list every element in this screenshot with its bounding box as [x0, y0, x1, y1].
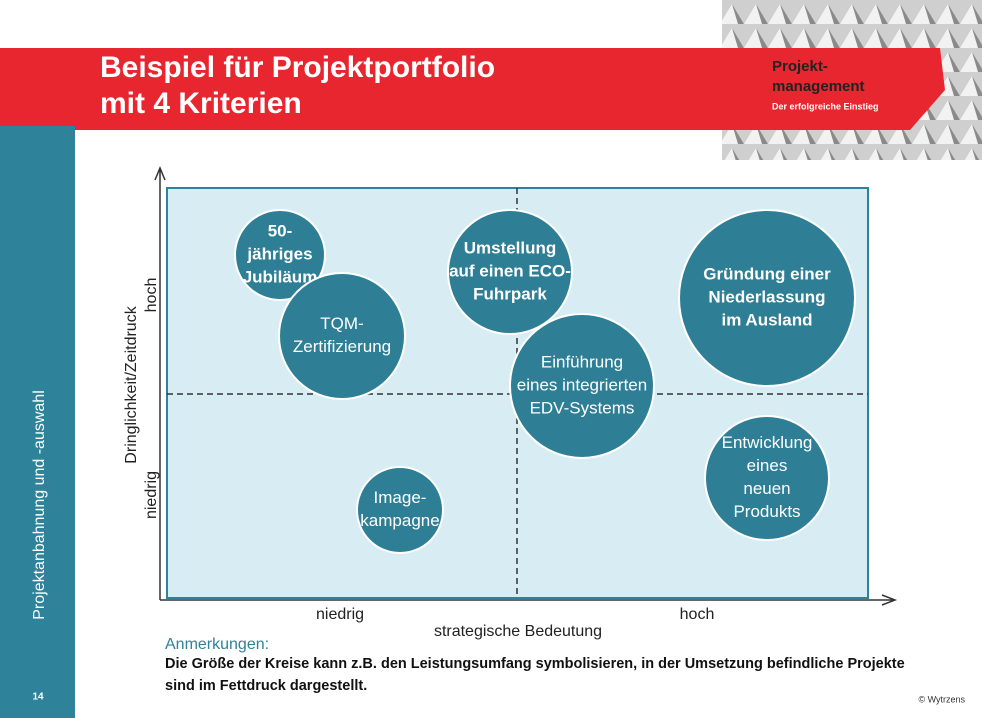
- node-label: Zertifizierung: [293, 337, 391, 356]
- node-label: im Ausland: [722, 310, 813, 329]
- x-axis-low: niedrig: [316, 606, 364, 623]
- y-axis-high: hoch: [143, 278, 160, 313]
- y-axis: [154, 166, 166, 600]
- y-axis-label: Dringlichkeit/Zeitdruck: [123, 305, 140, 463]
- node-circle: [704, 415, 830, 541]
- node-label: Entwicklung: [722, 433, 813, 452]
- node-label: TQM-: [320, 314, 363, 333]
- title: mit 4 Kriterien: [100, 87, 302, 120]
- node-label: eines: [747, 456, 788, 475]
- node-circle: [509, 313, 655, 459]
- node-label: kampagne: [360, 511, 439, 530]
- node-label: Gründung einer: [703, 264, 831, 283]
- notes-line: Die Größe der Kreise kann z.B. den Leist…: [165, 656, 905, 672]
- notes-heading: Anmerkungen:: [165, 636, 269, 653]
- title-banner: [0, 48, 945, 130]
- copyright: © Wytrzens: [918, 694, 965, 704]
- sidebar: [0, 126, 75, 718]
- node-label: Jubiläum: [243, 267, 318, 286]
- node-label: Image-: [374, 488, 427, 507]
- node-circle: [447, 209, 573, 335]
- page-number: 14: [32, 692, 44, 703]
- x-axis: [160, 594, 898, 606]
- x-axis-label: strategische Bedeutung: [434, 623, 602, 640]
- node-label: neuen: [743, 479, 790, 498]
- node-label: jähriges: [246, 244, 312, 263]
- node-circle: [356, 466, 444, 554]
- notes-line: sind im Fettdruck dargestellt.: [165, 678, 367, 694]
- node-label: Umstellung: [464, 238, 557, 257]
- logo-text: management: [772, 78, 865, 95]
- node-label: auf einen ECO-: [449, 261, 571, 280]
- y-axis-low: niedrig: [143, 471, 160, 519]
- logo-subtitle: Der erfolgreiche Einstieg: [772, 101, 879, 111]
- nodes: 50- jähriges Jubiläum TQM- Zertifizierung Ums…: [234, 209, 856, 554]
- node-label: EDV-Systems: [530, 398, 635, 417]
- node-label: 50-: [268, 221, 293, 240]
- node-label: eines integrierten: [517, 375, 647, 394]
- node-label: Fuhrpark: [473, 284, 547, 303]
- x-axis-high: hoch: [680, 606, 715, 623]
- node-label: Einführung: [541, 352, 623, 371]
- node-circle: [234, 209, 326, 301]
- node-circle: [678, 209, 856, 387]
- sidebar-label: Projektanbahnung und -auswahl: [31, 390, 48, 620]
- node-circle: [278, 272, 406, 400]
- title: Beispiel für Projektportfolio: [100, 51, 495, 84]
- node-label: Niederlassung: [708, 287, 825, 306]
- node-label: Produkts: [733, 502, 800, 521]
- logo-text: Projekt-: [772, 58, 828, 75]
